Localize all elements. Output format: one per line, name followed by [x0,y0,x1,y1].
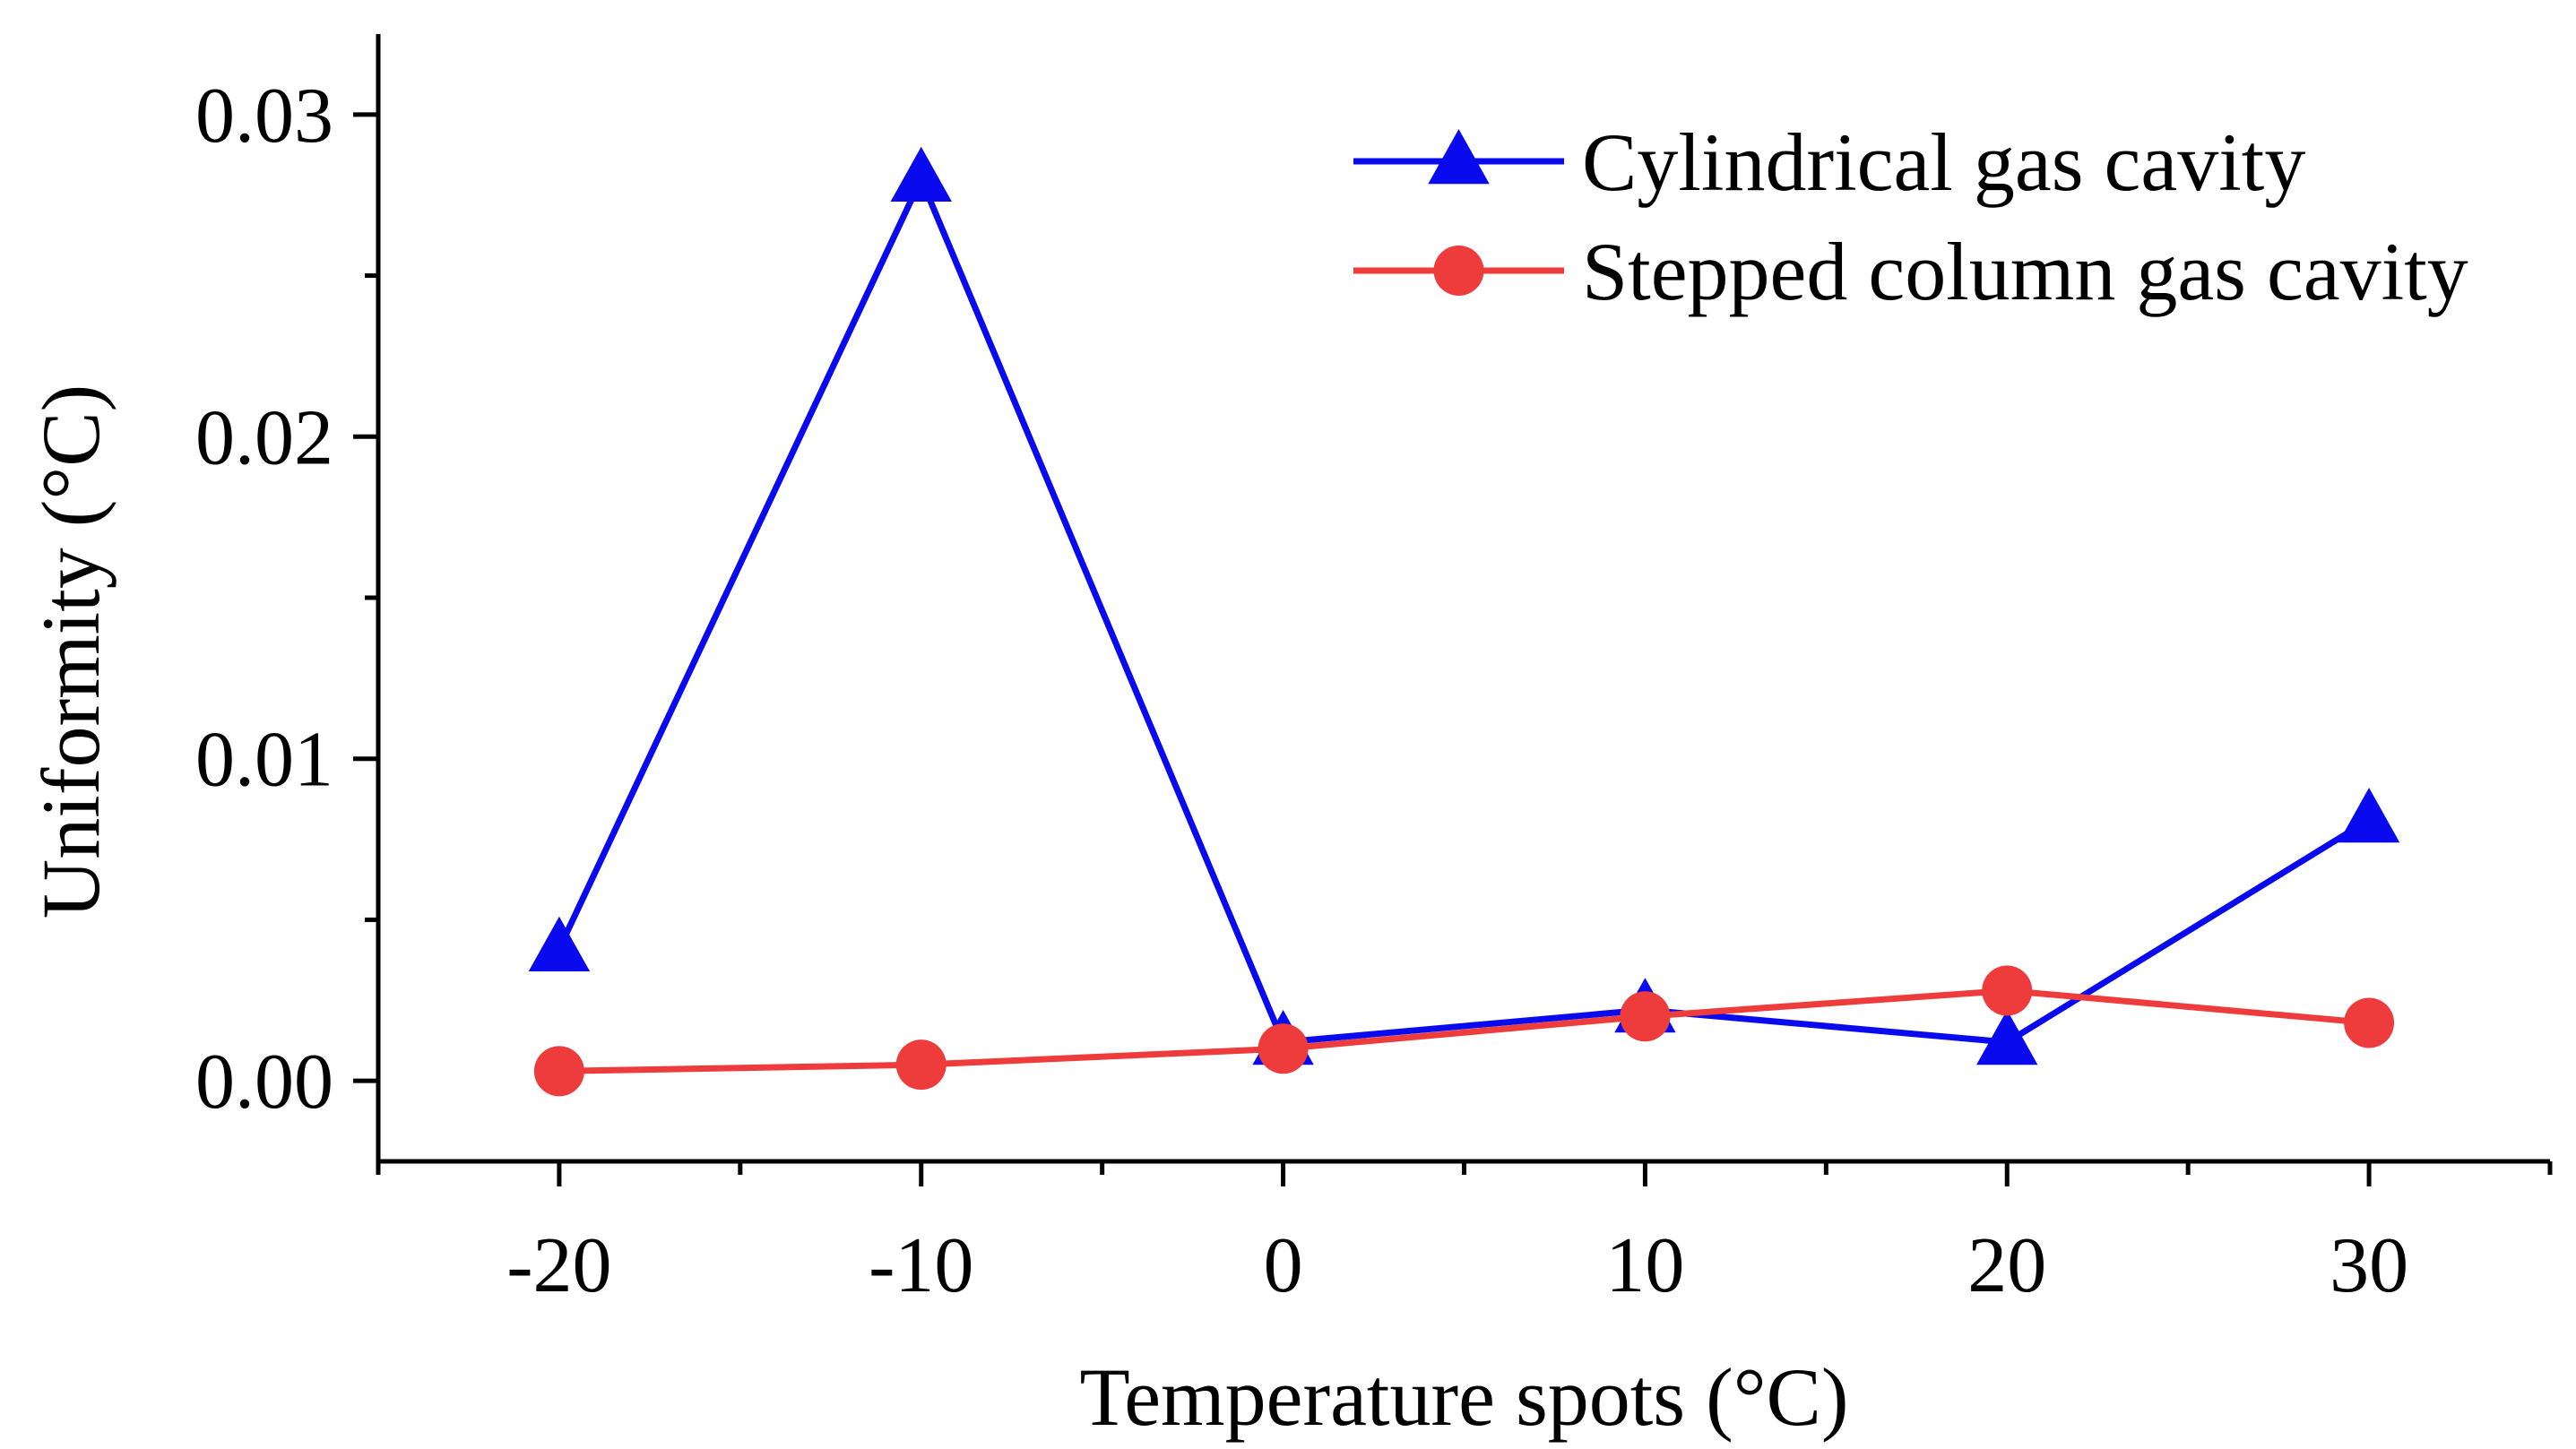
circle-marker [895,1039,947,1091]
triangle-marker [1976,1010,2038,1065]
triangle-marker [528,916,591,971]
series-group [528,146,2400,1097]
y-axis-title: Uniformity (°C) [25,384,117,919]
legend-item-2: Stepped column gas cavity [1353,226,2468,317]
legend-triangle-marker [1428,129,1490,185]
y-tick-label: 0.00 [195,1039,333,1126]
legend-circle-marker [1433,246,1484,296]
y-tick-label: 0.03 [195,73,333,160]
y-tick-label: 0.02 [195,394,333,481]
legend-item-1: Cylindrical gas cavity [1353,116,2305,208]
axes: 0.00 0.01 0.02 0.03 -20 -10 0 10 20 30 Temperature… [25,34,2553,1443]
x-axis-title: Temperature spots (°C) [1079,1351,1848,1443]
series-2 [533,965,2395,1097]
triangle-marker [890,146,952,202]
x-tick-label: 20 [1967,1222,2046,1309]
legend: Cylindrical gas cavity Stepped column gas… [1353,116,2468,317]
x-tick-label: -10 [869,1222,973,1309]
circle-marker [1620,991,1671,1042]
circle-marker [1258,1023,1309,1074]
x-tick-label: -20 [506,1222,611,1309]
series-line [556,171,2371,1046]
circle-marker [533,1046,584,1097]
series-line [558,987,2370,1074]
circle-marker [2344,997,2395,1048]
circle-marker [1982,965,2033,1016]
y-tick-label: 0.01 [195,717,333,804]
triangle-marker [2338,788,2400,843]
x-tick-label: 0 [1264,1222,1303,1309]
legend-label: Cylindrical gas cavity [1582,116,2305,208]
x-tick-label: 30 [2330,1222,2408,1309]
legend-label: Stepped column gas cavity [1582,226,2468,317]
x-tick-label: 10 [1605,1222,1684,1309]
